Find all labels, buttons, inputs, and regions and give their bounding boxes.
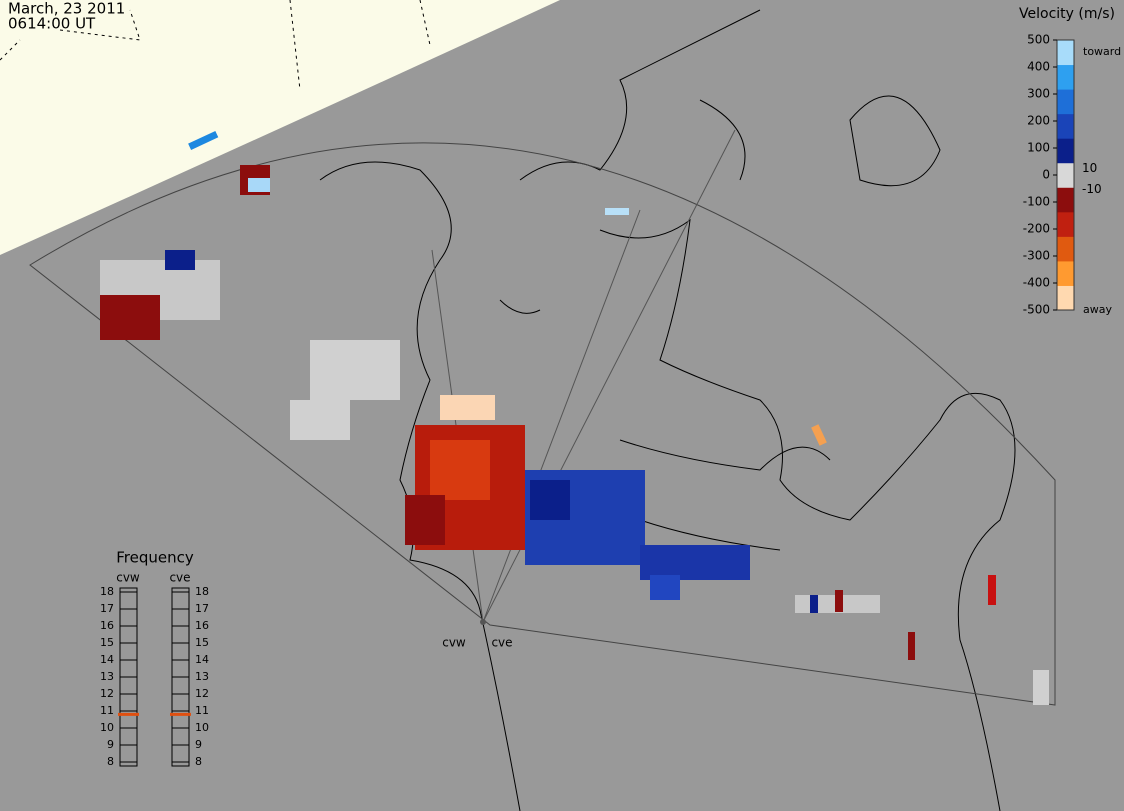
colorbar-segment: [1057, 187, 1074, 213]
field-of-view: [29, 142, 1056, 706]
frequency-tick-label: 13: [100, 670, 114, 683]
radar-label: cve: [491, 636, 512, 650]
colorbar-tick-label: 400: [1027, 60, 1050, 74]
frequency-tick-label: 10: [195, 721, 209, 734]
colorbar-segment: [1057, 236, 1074, 262]
velocity-cell: [188, 130, 219, 150]
colorbar-segment: [1057, 162, 1074, 188]
frequency-tick-label: 15: [100, 636, 114, 649]
velocity-cell: [650, 575, 680, 600]
time: 0614:00 UT: [8, 15, 96, 33]
frequency-title: Frequency: [116, 549, 194, 567]
velocity-cell: [988, 575, 996, 605]
velocity-cell: [100, 295, 160, 340]
radar-site: [480, 619, 486, 625]
velocity-cell: [835, 590, 843, 612]
frequency-tick-label: 18: [195, 585, 209, 598]
colorbar-tick-label: 200: [1027, 114, 1050, 128]
colorbar-segment: [1057, 89, 1074, 115]
velocity-cell: [908, 632, 915, 660]
frequency-tick-label: 13: [195, 670, 209, 683]
frequency-tick-label: 11: [100, 704, 114, 717]
colorbar-segment: [1057, 285, 1074, 311]
velocity-cell: [248, 178, 270, 192]
frequency-tick-label: 17: [195, 602, 209, 615]
colorbar-tick-label: 500: [1027, 33, 1050, 47]
colorbar-tick-label: 300: [1027, 87, 1050, 101]
velocity-cell: [405, 495, 445, 545]
velocity-cell: [640, 545, 750, 580]
away-label: away: [1083, 303, 1112, 316]
velocity-cell: [165, 250, 195, 270]
velocity-cell: [310, 340, 400, 400]
colorbar-inner-label: 10: [1082, 161, 1097, 175]
colorbar-segment: [1057, 64, 1074, 90]
frequency-tick-label: 12: [195, 687, 209, 700]
colorbar-segment: [1057, 260, 1074, 286]
date: March, 23 2011: [8, 0, 125, 18]
toward-label: toward: [1083, 45, 1121, 58]
frequency-tick-label: 17: [100, 602, 114, 615]
frequency-tick-label: 16: [195, 619, 209, 632]
radar-name: cvw: [116, 571, 140, 585]
velocity-cell: [1033, 670, 1049, 705]
colorbar-tick-label: -200: [1023, 222, 1050, 236]
coastlines: [319, 9, 1016, 811]
colorbar-tick-label: 100: [1027, 141, 1050, 155]
frequency-tick-label: 10: [100, 721, 114, 734]
scale-title: Velocity (m/s): [1019, 6, 1115, 22]
colorbar-tick-label: -400: [1023, 276, 1050, 290]
velocity-cell: [440, 395, 495, 420]
colorbar-tick-label: -500: [1023, 303, 1050, 317]
daylight-region: [0, 0, 560, 255]
velocity-cell: [290, 400, 350, 440]
frequency-tick-label: 18: [100, 585, 114, 598]
velocity-cell: [530, 480, 570, 520]
colorbar-segment: [1057, 113, 1074, 139]
frequency-tick-label: 11: [195, 704, 209, 717]
colorbar-tick-label: -300: [1023, 249, 1050, 263]
frequency-tick-label: 12: [100, 687, 114, 700]
velocity-cell: [605, 208, 629, 215]
velocity-cell: [811, 424, 827, 446]
frequency-tick-label: 14: [195, 653, 209, 666]
colorbar-segment: [1057, 40, 1074, 66]
latitude-lines: [0, 0, 431, 91]
frequency-tick-label: 8: [195, 755, 202, 768]
frequency-tick-label: 14: [100, 653, 114, 666]
radar-name: cve: [169, 571, 190, 585]
colorbar-inner-label: -10: [1082, 182, 1102, 196]
frequency-tick-label: 16: [100, 619, 114, 632]
colorbar-segment: [1057, 211, 1074, 237]
frequency-tick-label: 9: [195, 738, 202, 751]
velocity-cell: [810, 595, 818, 613]
colorbar-tick-label: 0: [1042, 168, 1050, 182]
radar-label: cvw: [442, 636, 466, 650]
frequency-tick-label: 8: [107, 755, 114, 768]
velocity-cell: [430, 440, 490, 500]
colorbar-tick-label: -100: [1023, 195, 1050, 209]
colorbar-segment: [1057, 138, 1074, 164]
frequency-tick-label: 9: [107, 738, 114, 751]
frequency-tick-label: 15: [195, 636, 209, 649]
velocity-cells: [100, 130, 1049, 705]
